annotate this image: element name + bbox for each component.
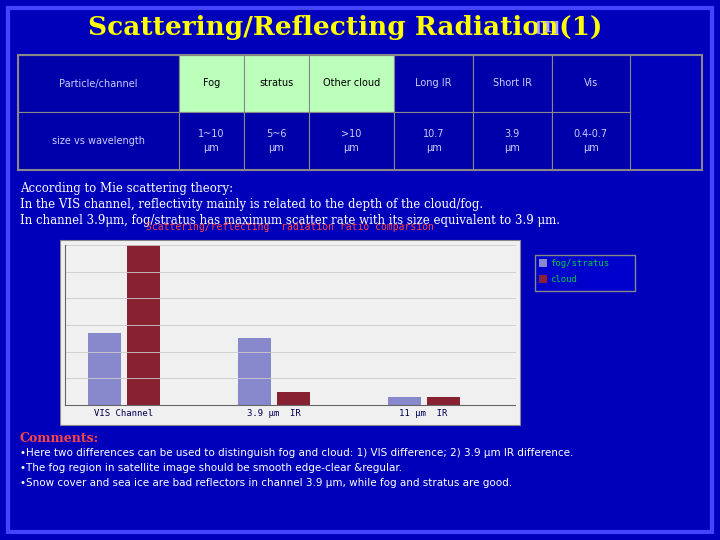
Text: Long IR: Long IR [415, 78, 451, 89]
Bar [179, 112, 243, 170]
Bar [18, 55, 702, 170]
Bar [309, 112, 395, 170]
Text: In the VIS channel, reflectivity mainly is related to the depth of the cloud/fog: In the VIS channel, reflectivity mainly … [20, 198, 483, 211]
Bar [552, 112, 630, 170]
Text: 0.4-0.7
μm: 0.4-0.7 μm [574, 130, 608, 153]
Bar [243, 112, 309, 170]
Text: •Snow cover and sea ice are bad reflectors in channel 3.9 μm, while fog and stra: •Snow cover and sea ice are bad reflecto… [20, 478, 512, 488]
Bar [552, 55, 630, 112]
Bar [539, 275, 547, 283]
Bar [387, 397, 420, 405]
Text: Fog: Fog [202, 78, 220, 89]
Text: Comments:: Comments: [20, 432, 99, 445]
Bar [88, 333, 120, 405]
Bar [243, 55, 309, 112]
Bar [179, 55, 243, 112]
Text: 1~10
μm: 1~10 μm [198, 130, 225, 153]
Bar [60, 240, 520, 425]
Text: stratus: stratus [259, 78, 293, 89]
Bar [243, 452, 326, 464]
Bar [426, 397, 459, 405]
Text: Scattering/Reflecting Radiation(1): Scattering/Reflecting Radiation(1) [88, 15, 602, 39]
Text: 10.7
μm: 10.7 μm [423, 130, 444, 153]
Bar [309, 55, 395, 112]
Text: Vis: Vis [584, 78, 598, 89]
Text: In channel 3.9μm, fog/stratus has maximum scatter rate with its size equivalent : In channel 3.9μm, fog/stratus has maximu… [20, 214, 560, 227]
Bar [212, 452, 240, 464]
Bar [238, 338, 271, 405]
Bar [127, 245, 160, 405]
Bar [473, 112, 552, 170]
Text: Particle/channel: Particle/channel [59, 78, 138, 89]
Text: [1]: [1] [530, 20, 560, 34]
Bar [395, 55, 473, 112]
Text: 11 μm  IR: 11 μm IR [400, 409, 448, 418]
Text: VIS Channel: VIS Channel [94, 409, 153, 418]
Bar [308, 437, 373, 449]
Bar [395, 112, 473, 170]
Text: Short IR: Short IR [492, 78, 531, 89]
Bar [539, 259, 547, 267]
Bar [18, 112, 179, 170]
Text: 3.9
μm: 3.9 μm [504, 130, 520, 153]
Text: 5~6
μm: 5~6 μm [266, 130, 287, 153]
Text: cloud: cloud [550, 274, 577, 284]
Bar [18, 55, 179, 112]
Bar [473, 55, 552, 112]
Text: 3.9 μm  IR: 3.9 μm IR [247, 409, 300, 418]
Bar [18, 467, 698, 479]
Text: size vs wavelength: size vs wavelength [52, 136, 145, 146]
Text: •Here two differences can be used to distinguish fog and cloud: 1) VIS differenc: •Here two differences can be used to dis… [20, 448, 573, 458]
Bar [535, 255, 635, 291]
Text: Scattering/reflecting  radiation ratio comparsion: Scattering/reflecting radiation ratio co… [146, 222, 434, 232]
Text: According to Mie scattering theory:: According to Mie scattering theory: [20, 182, 233, 195]
Text: •The fog region in satellite image should be smooth edge-clear &regular.: •The fog region in satellite image shoul… [20, 463, 402, 473]
Text: Other cloud: Other cloud [323, 78, 380, 89]
Text: fog/stratus: fog/stratus [550, 259, 609, 267]
Text: >10
μm: >10 μm [341, 130, 361, 153]
Bar [276, 392, 310, 405]
